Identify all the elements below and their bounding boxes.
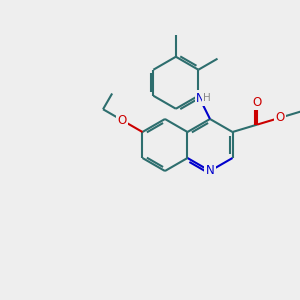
Text: O: O <box>118 114 127 127</box>
Text: N: N <box>206 164 214 178</box>
Text: N: N <box>196 92 205 105</box>
Text: O: O <box>253 96 262 109</box>
Text: O: O <box>275 111 284 124</box>
Text: H: H <box>203 93 210 103</box>
